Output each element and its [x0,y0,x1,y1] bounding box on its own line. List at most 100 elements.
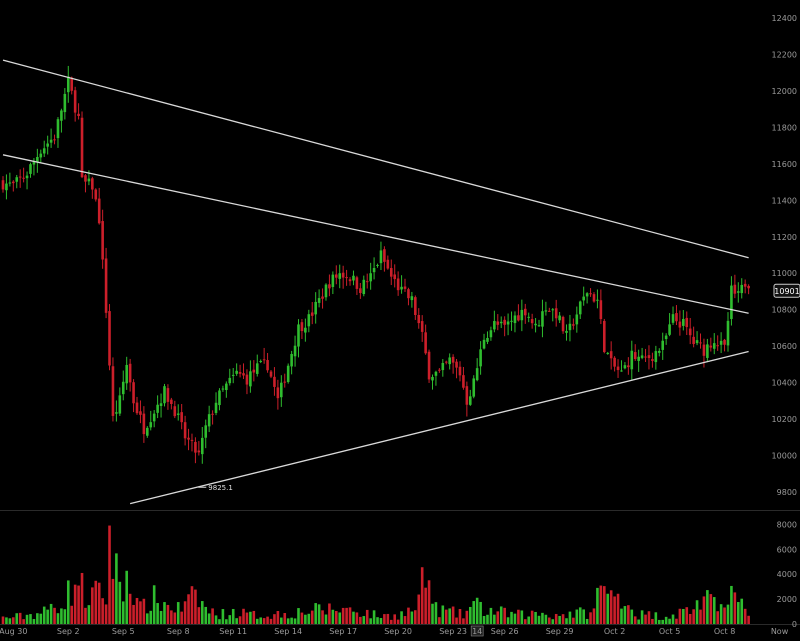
volume-bar [389,619,393,624]
candle-body-down [345,277,348,279]
candle [716,335,719,351]
candle-body-up [544,310,548,312]
candle [640,347,644,360]
candle-body-down [603,320,606,353]
candle-body-up [661,340,665,350]
candle [310,302,314,325]
volume-bar [609,590,613,624]
candle [190,433,194,452]
candle [726,312,730,352]
candle-body-down [747,285,750,289]
candle-body-up [200,437,204,455]
volume-bar [317,604,321,624]
candle-body-down [561,316,565,332]
volume-bar [355,612,359,624]
candle-body-down [496,321,500,325]
candle [647,345,651,370]
candle-body-up [331,274,335,287]
trendline-middle-line[interactable] [2,154,749,314]
candle [410,291,414,308]
candle-body-up [441,362,445,371]
candle-body-up [706,344,709,358]
candle [424,324,427,355]
candle [451,354,455,374]
volume-bar [70,605,74,624]
candle-body-down [348,279,352,282]
candle [204,419,208,449]
candle [740,278,744,299]
candle [699,333,702,349]
volume-bar [630,609,634,624]
candle [613,356,616,372]
volume-bar [32,619,36,624]
candle-body-up [8,182,12,184]
price-tick-label: 10200 [772,415,797,424]
candle [118,387,122,416]
volume-bar [132,604,135,624]
candle [737,282,740,303]
candle [482,333,486,350]
candle [561,315,565,334]
volume-bar [159,610,163,624]
candle [465,381,469,417]
time-tick-label: Sep 17 [329,627,357,636]
candle-body-down [462,375,465,388]
volume-bar [403,616,407,624]
candle-body-down [709,345,713,348]
last-price-label: 10901 [774,287,799,296]
candle [42,140,46,157]
volume-bar [334,611,338,624]
candle-body-up [214,402,218,413]
candle [706,338,709,362]
candle-body-up [304,327,307,333]
candle-body-down [262,359,266,361]
candle [462,367,465,390]
volume-bar [548,617,551,624]
volume-bar [235,618,238,624]
candle [475,358,479,382]
candle [176,404,180,421]
candle [438,368,441,373]
candle [620,360,623,372]
candle-body-up [668,324,671,335]
volume-bar [314,603,317,624]
candle [111,357,115,422]
candle [132,379,135,413]
volume-bar [49,603,53,624]
trendline-lower-support[interactable] [129,350,749,505]
volume-bar [94,580,98,624]
volume-bar [252,610,256,624]
candle [12,180,15,192]
candle [355,275,359,296]
volume-bar [719,604,723,624]
volume-bar [369,618,372,624]
volume-bar [266,616,269,624]
volume-bar [493,614,496,624]
volume-bar [438,617,441,624]
candle-body-down [685,317,689,328]
candle [369,262,372,290]
candle-body-down [651,359,654,361]
candle [414,295,417,320]
trendline-upper-resistance[interactable] [2,59,749,259]
candle-body-down [427,351,431,380]
candle-body-down [53,139,56,141]
candle-body-up [510,320,513,322]
volume-bar [156,603,159,624]
candle-body-down [458,366,462,376]
candle [603,318,606,354]
volume-bar [410,611,414,624]
candle [211,410,214,425]
volume-bar [276,611,280,624]
time-tick-label: Sep 8 [167,627,190,636]
low-price-label: 9825.1 [208,484,233,492]
candle-body-up [400,286,403,290]
candle [678,310,682,336]
candle [286,363,290,384]
candle [623,362,627,370]
candle [73,86,77,122]
volume-bar [22,619,25,624]
volume-bar [510,611,513,624]
